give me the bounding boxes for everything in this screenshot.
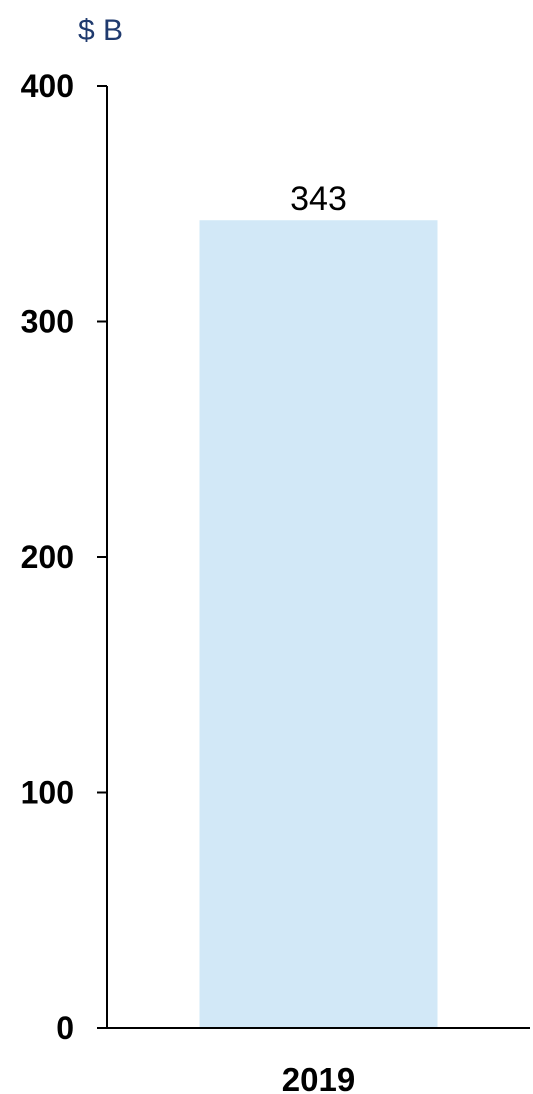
bar-value-label: 343 — [290, 180, 347, 218]
data-labels-group: 343 — [290, 180, 347, 218]
y-tick-label: 0 — [56, 1010, 74, 1046]
bar — [199, 220, 438, 1029]
y-tick-label: 400 — [21, 68, 74, 104]
y-ticks-group: 0 100 200 300 400 — [21, 68, 107, 1046]
x-category-label: 2019 — [282, 1061, 355, 1094]
x-labels-group: 2019 — [282, 1061, 355, 1094]
unit-label: $ B — [78, 14, 123, 47]
y-tick-label: 100 — [21, 775, 74, 811]
bars-group — [199, 220, 438, 1029]
y-tick-label: 300 — [21, 304, 74, 340]
y-tick-label: 200 — [21, 539, 74, 575]
